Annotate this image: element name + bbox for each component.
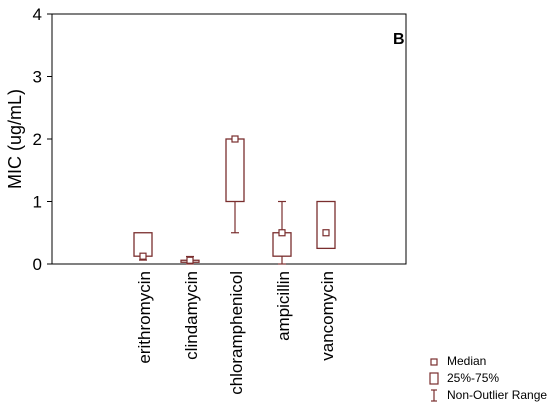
y-tick-label: 4 (33, 5, 42, 24)
legend-box-icon (429, 372, 439, 385)
category-label: ampicillin (274, 271, 293, 341)
legend: Median 25%-75% Non-Outlier Range (429, 354, 547, 402)
legend-label: Non-Outlier Range (447, 388, 547, 402)
iqr-box (225, 138, 245, 203)
box-vancomycin (316, 200, 336, 250)
median-marker (139, 252, 147, 260)
legend-label: Median (447, 354, 486, 368)
median-marker (322, 229, 330, 237)
legend-median-icon (430, 358, 438, 366)
y-tick-label: 1 (33, 193, 42, 212)
box-clindamycin (180, 255, 200, 265)
box-series (133, 135, 336, 265)
y-tick-label: 0 (33, 255, 42, 274)
panel-label: B (393, 31, 405, 48)
median-marker (231, 135, 239, 143)
category-label: chloramphenicol (227, 271, 246, 395)
box-chloramphenicol (225, 135, 245, 234)
box-erithromycin (133, 232, 153, 261)
category-label: clindamycin (182, 271, 201, 360)
legend-item: Non-Outlier Range (431, 388, 547, 402)
median-marker (278, 229, 286, 237)
category-label: vancomycin (318, 271, 337, 361)
category-labels: erithromycin clindamycin chloramphenicol am… (135, 271, 337, 395)
category-label: erithromycin (135, 271, 154, 364)
y-tick-label: 3 (33, 68, 42, 87)
axes: 0 1 2 3 4 (33, 5, 407, 274)
y-axis-title: MIC (ug/mL) (5, 89, 25, 189)
median-marker (186, 256, 194, 264)
legend-item: Median (430, 354, 486, 368)
box-ampicillin (272, 200, 292, 265)
legend-item: 25%-75% (429, 371, 499, 385)
legend-label: 25%-75% (447, 371, 499, 385)
y-tick-label: 2 (33, 130, 42, 149)
iqr-box (316, 200, 336, 250)
